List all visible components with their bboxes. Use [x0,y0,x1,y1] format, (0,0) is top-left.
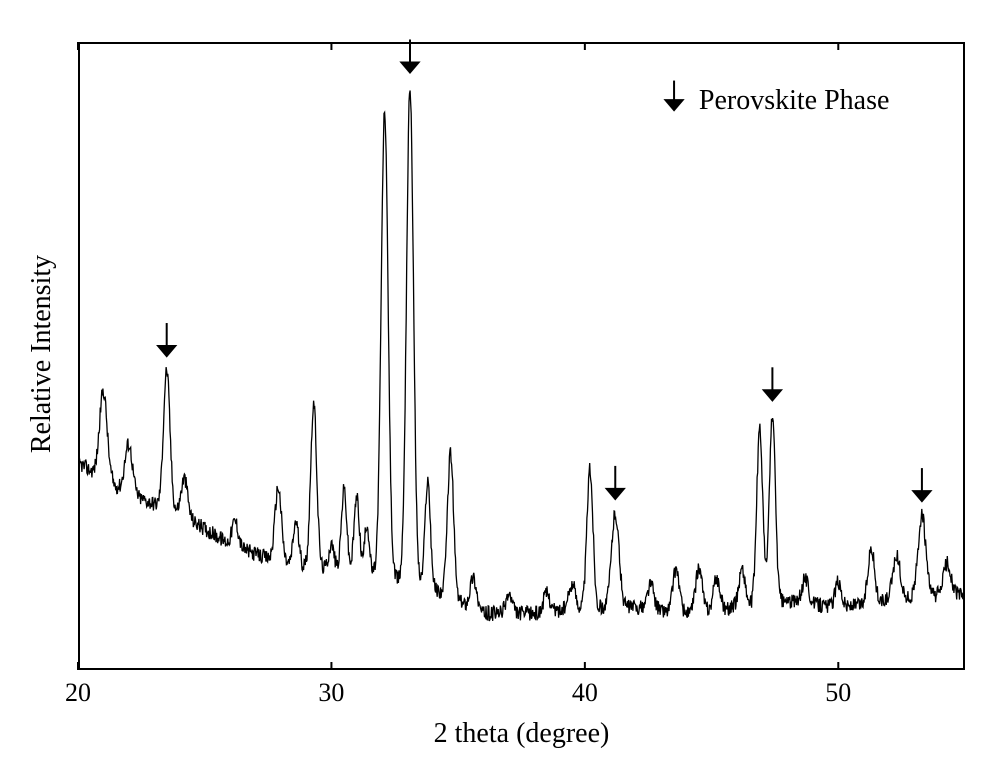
x-tick-label: 40 [555,678,615,708]
xrd-pattern [0,0,1000,765]
figure-container: { "chart": { "type": "line", "width_px":… [0,0,1000,765]
xrd-trace [78,91,965,622]
x-tick-label: 20 [48,678,108,708]
x-tick-label: 50 [808,678,868,708]
x-tick-label: 30 [301,678,361,708]
legend-arrow-icon [663,99,684,112]
